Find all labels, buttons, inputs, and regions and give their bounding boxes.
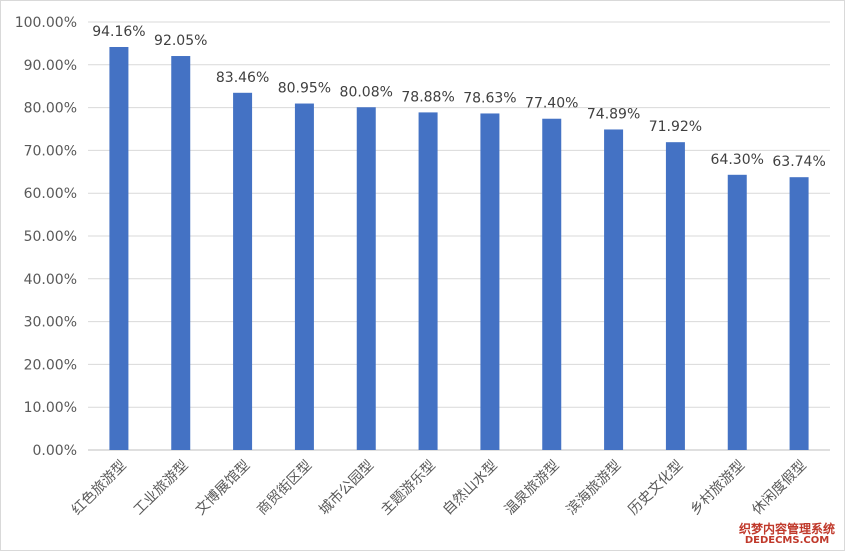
bar [294,103,314,450]
bar [109,46,129,450]
category-label: 自然山水型 [439,457,501,519]
bar [604,129,624,450]
data-label: 63.74% [772,154,825,170]
y-tick-label: 0.00% [33,443,77,459]
y-axis-tick-labels: 0.00% 10.00% 20.00% 30.00% 40.00% 50.00% 60.00… [15,15,77,459]
y-tick-label: 80.00% [24,101,77,117]
data-label: 94.16% [92,24,145,40]
y-tick-label: 30.00% [24,315,77,331]
y-tick-label: 10.00% [24,400,77,416]
category-label: 商贸街区型 [254,458,315,519]
data-label: 80.95% [278,81,331,97]
gridlines [88,21,830,451]
bar [789,177,809,450]
data-label: 78.63% [463,90,516,106]
category-label: 滨海旅游型 [564,458,625,519]
category-label: 温泉旅游型 [501,457,563,519]
bar [233,92,253,450]
category-label: 主题游乐型 [378,458,439,519]
y-tick-label: 100.00% [15,15,77,31]
bar [480,113,500,451]
bar [356,107,376,450]
category-label: 工业旅游型 [131,458,192,519]
category-label: 休闲度假型 [749,458,810,519]
data-label: 78.88% [401,89,454,105]
data-label: 74.89% [587,106,640,122]
category-label: 红色旅游型 [68,457,130,519]
data-labels: 94.16% 92.05% 83.46% 80.95% 80.08% 78.88% 78.6… [92,24,826,170]
watermark-text-cn: 织梦内容管理系统 [738,522,835,536]
data-label: 71.92% [649,119,702,135]
data-label: 64.30% [711,152,764,168]
y-tick-label: 70.00% [24,143,77,159]
watermark-logo: 织梦内容管理系统 DEDECMS.COM [733,522,841,548]
category-label: 城市公园型 [316,457,378,519]
bar [542,118,562,450]
category-label: 历史文化型 [625,458,686,519]
category-label: 文博展馆型 [192,457,254,519]
y-tick-label: 20.00% [24,357,77,373]
data-label: 80.08% [340,84,393,100]
y-tick-label: 60.00% [24,186,77,202]
bar [727,174,747,450]
bar [418,112,438,450]
watermark-text-en: DEDECMS.COM [744,535,830,546]
bar [665,142,685,450]
bars [109,46,809,451]
bar [171,56,191,450]
data-label: 83.46% [216,70,269,86]
y-tick-label: 50.00% [24,229,77,245]
category-labels: 红色旅游型 工业旅游型 文博展馆型 商贸街区型 城市公园型 主题游乐型 自然山水型 温泉旅游型… [68,457,810,519]
y-tick-label: 40.00% [24,272,77,288]
y-tick-label: 90.00% [24,58,77,74]
data-label: 92.05% [154,33,207,49]
category-label: 乡村旅游型 [687,458,748,519]
data-label: 77.40% [525,96,578,112]
